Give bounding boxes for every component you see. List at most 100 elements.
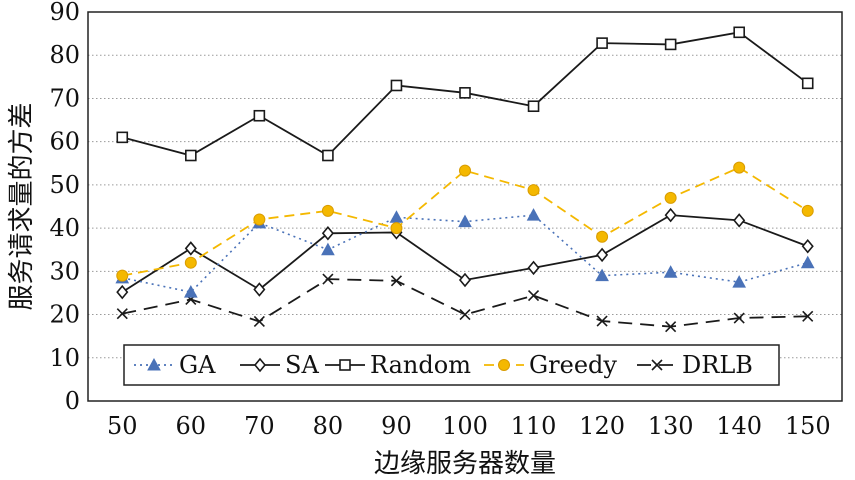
legend-item-random: Random	[325, 351, 471, 379]
square-marker	[185, 149, 197, 162]
diamond-marker	[596, 247, 609, 263]
diamond-marker	[527, 260, 540, 276]
triangle-marker	[595, 268, 609, 282]
x-tick-label: 130	[648, 412, 694, 440]
x-marker-stroke	[596, 315, 608, 327]
diamond-marker	[253, 282, 266, 297]
circle-marker	[733, 161, 746, 174]
x-tick-label: 70	[244, 412, 275, 440]
triangle-marker	[732, 275, 747, 288]
series-line-drlb	[122, 278, 808, 328]
circle-marker	[184, 256, 197, 269]
circle-marker	[527, 184, 540, 197]
x-tick-label: 140	[716, 412, 762, 440]
x-marker-stroke	[253, 315, 265, 328]
x-marker	[665, 321, 677, 333]
triangle-marker	[147, 357, 161, 371]
y-tick-label: 60	[49, 128, 80, 156]
x-marker	[651, 359, 663, 371]
legend-item-sa: SA	[240, 351, 319, 379]
legend-label-greedy: Greedy	[529, 351, 617, 379]
x-marker-stroke	[733, 312, 745, 324]
diamond-marker	[253, 357, 267, 373]
x-marker	[733, 312, 745, 324]
series-greedy	[116, 161, 814, 282]
legend-item-greedy: Greedy	[484, 351, 617, 379]
x-marker	[459, 308, 471, 321]
x-marker-stroke	[665, 321, 677, 333]
grid-lines	[88, 54, 842, 359]
circle-marker	[459, 164, 471, 177]
y-axis-title: 服务请求量的方差	[7, 102, 37, 310]
diamond-marker	[801, 239, 814, 254]
x-marker-stroke	[459, 308, 471, 321]
x-marker-stroke	[322, 273, 334, 285]
triangle-marker	[321, 242, 335, 256]
x-tick-label: 150	[785, 412, 831, 440]
y-tick-label: 80	[49, 41, 80, 69]
diamond-marker	[458, 272, 472, 288]
diamond-marker	[184, 241, 197, 256]
legend-item-drlb: DRLB	[637, 351, 753, 379]
legend-label-drlb: DRLB	[682, 351, 753, 379]
square-marker	[527, 100, 540, 113]
x-marker	[802, 310, 814, 322]
x-marker-stroke	[527, 289, 540, 302]
square-marker	[253, 109, 266, 122]
triangle-marker	[458, 214, 472, 228]
series-random	[116, 26, 814, 162]
series-layer	[115, 26, 815, 333]
square-marker	[116, 131, 129, 144]
x-marker	[527, 289, 540, 302]
diamond-marker	[116, 284, 129, 300]
diamond-marker	[664, 207, 677, 223]
x-tick-label: 80	[313, 412, 344, 440]
legend-item-ga: GA	[134, 351, 216, 379]
square-marker	[390, 79, 403, 92]
x-marker-stroke	[116, 308, 128, 320]
x-axis-title: 边缘服务器数量	[374, 449, 556, 479]
y-tick-label: 40	[49, 214, 80, 242]
triangle-marker	[183, 285, 198, 298]
triangle-marker	[663, 265, 678, 278]
triangle-marker	[389, 210, 404, 223]
triangle-marker	[800, 255, 815, 269]
x-tick-label: 100	[442, 412, 488, 440]
x-marker	[253, 315, 265, 328]
y-tick-label: 0	[65, 387, 80, 415]
legend-label-random: Random	[370, 351, 471, 379]
x-tick-label: 120	[579, 412, 625, 440]
y-tick-label: 30	[49, 257, 80, 285]
circle-marker	[390, 222, 403, 235]
y-tick-labels: 0 10 20 30 40 50 60 70 80 90	[49, 0, 80, 415]
y-tick-label: 20	[49, 301, 80, 329]
y-tick-label: 70	[49, 84, 80, 112]
x-marker	[322, 273, 334, 285]
legend-label-ga: GA	[179, 351, 216, 379]
x-tick-labels: 50 60 70 80 90 100 110 120 130 140 150	[107, 412, 831, 440]
x-tick-label: 110	[511, 412, 557, 440]
y-tick-label: 90	[49, 0, 80, 26]
x-marker	[390, 275, 403, 287]
square-marker	[322, 149, 334, 162]
x-tick-label: 50	[107, 412, 138, 440]
plot-frame	[87, 11, 843, 402]
x-tick-label: 60	[176, 412, 207, 440]
circle-marker	[801, 204, 814, 217]
square-marker	[664, 38, 677, 51]
square-marker	[459, 87, 471, 99]
x-marker	[596, 315, 608, 327]
square-marker	[801, 77, 814, 90]
x-tick-label: 90	[381, 412, 412, 440]
circle-marker	[116, 269, 129, 282]
legend-label-sa: SA	[285, 351, 319, 379]
circle-marker	[498, 359, 510, 371]
y-tick-label: 50	[49, 171, 80, 199]
circle-marker	[253, 213, 266, 226]
y-tick-label: 10	[49, 344, 80, 372]
triangle-marker	[526, 208, 541, 221]
square-marker	[596, 37, 608, 49]
diamond-marker	[321, 226, 334, 241]
x-marker-stroke	[390, 275, 403, 287]
